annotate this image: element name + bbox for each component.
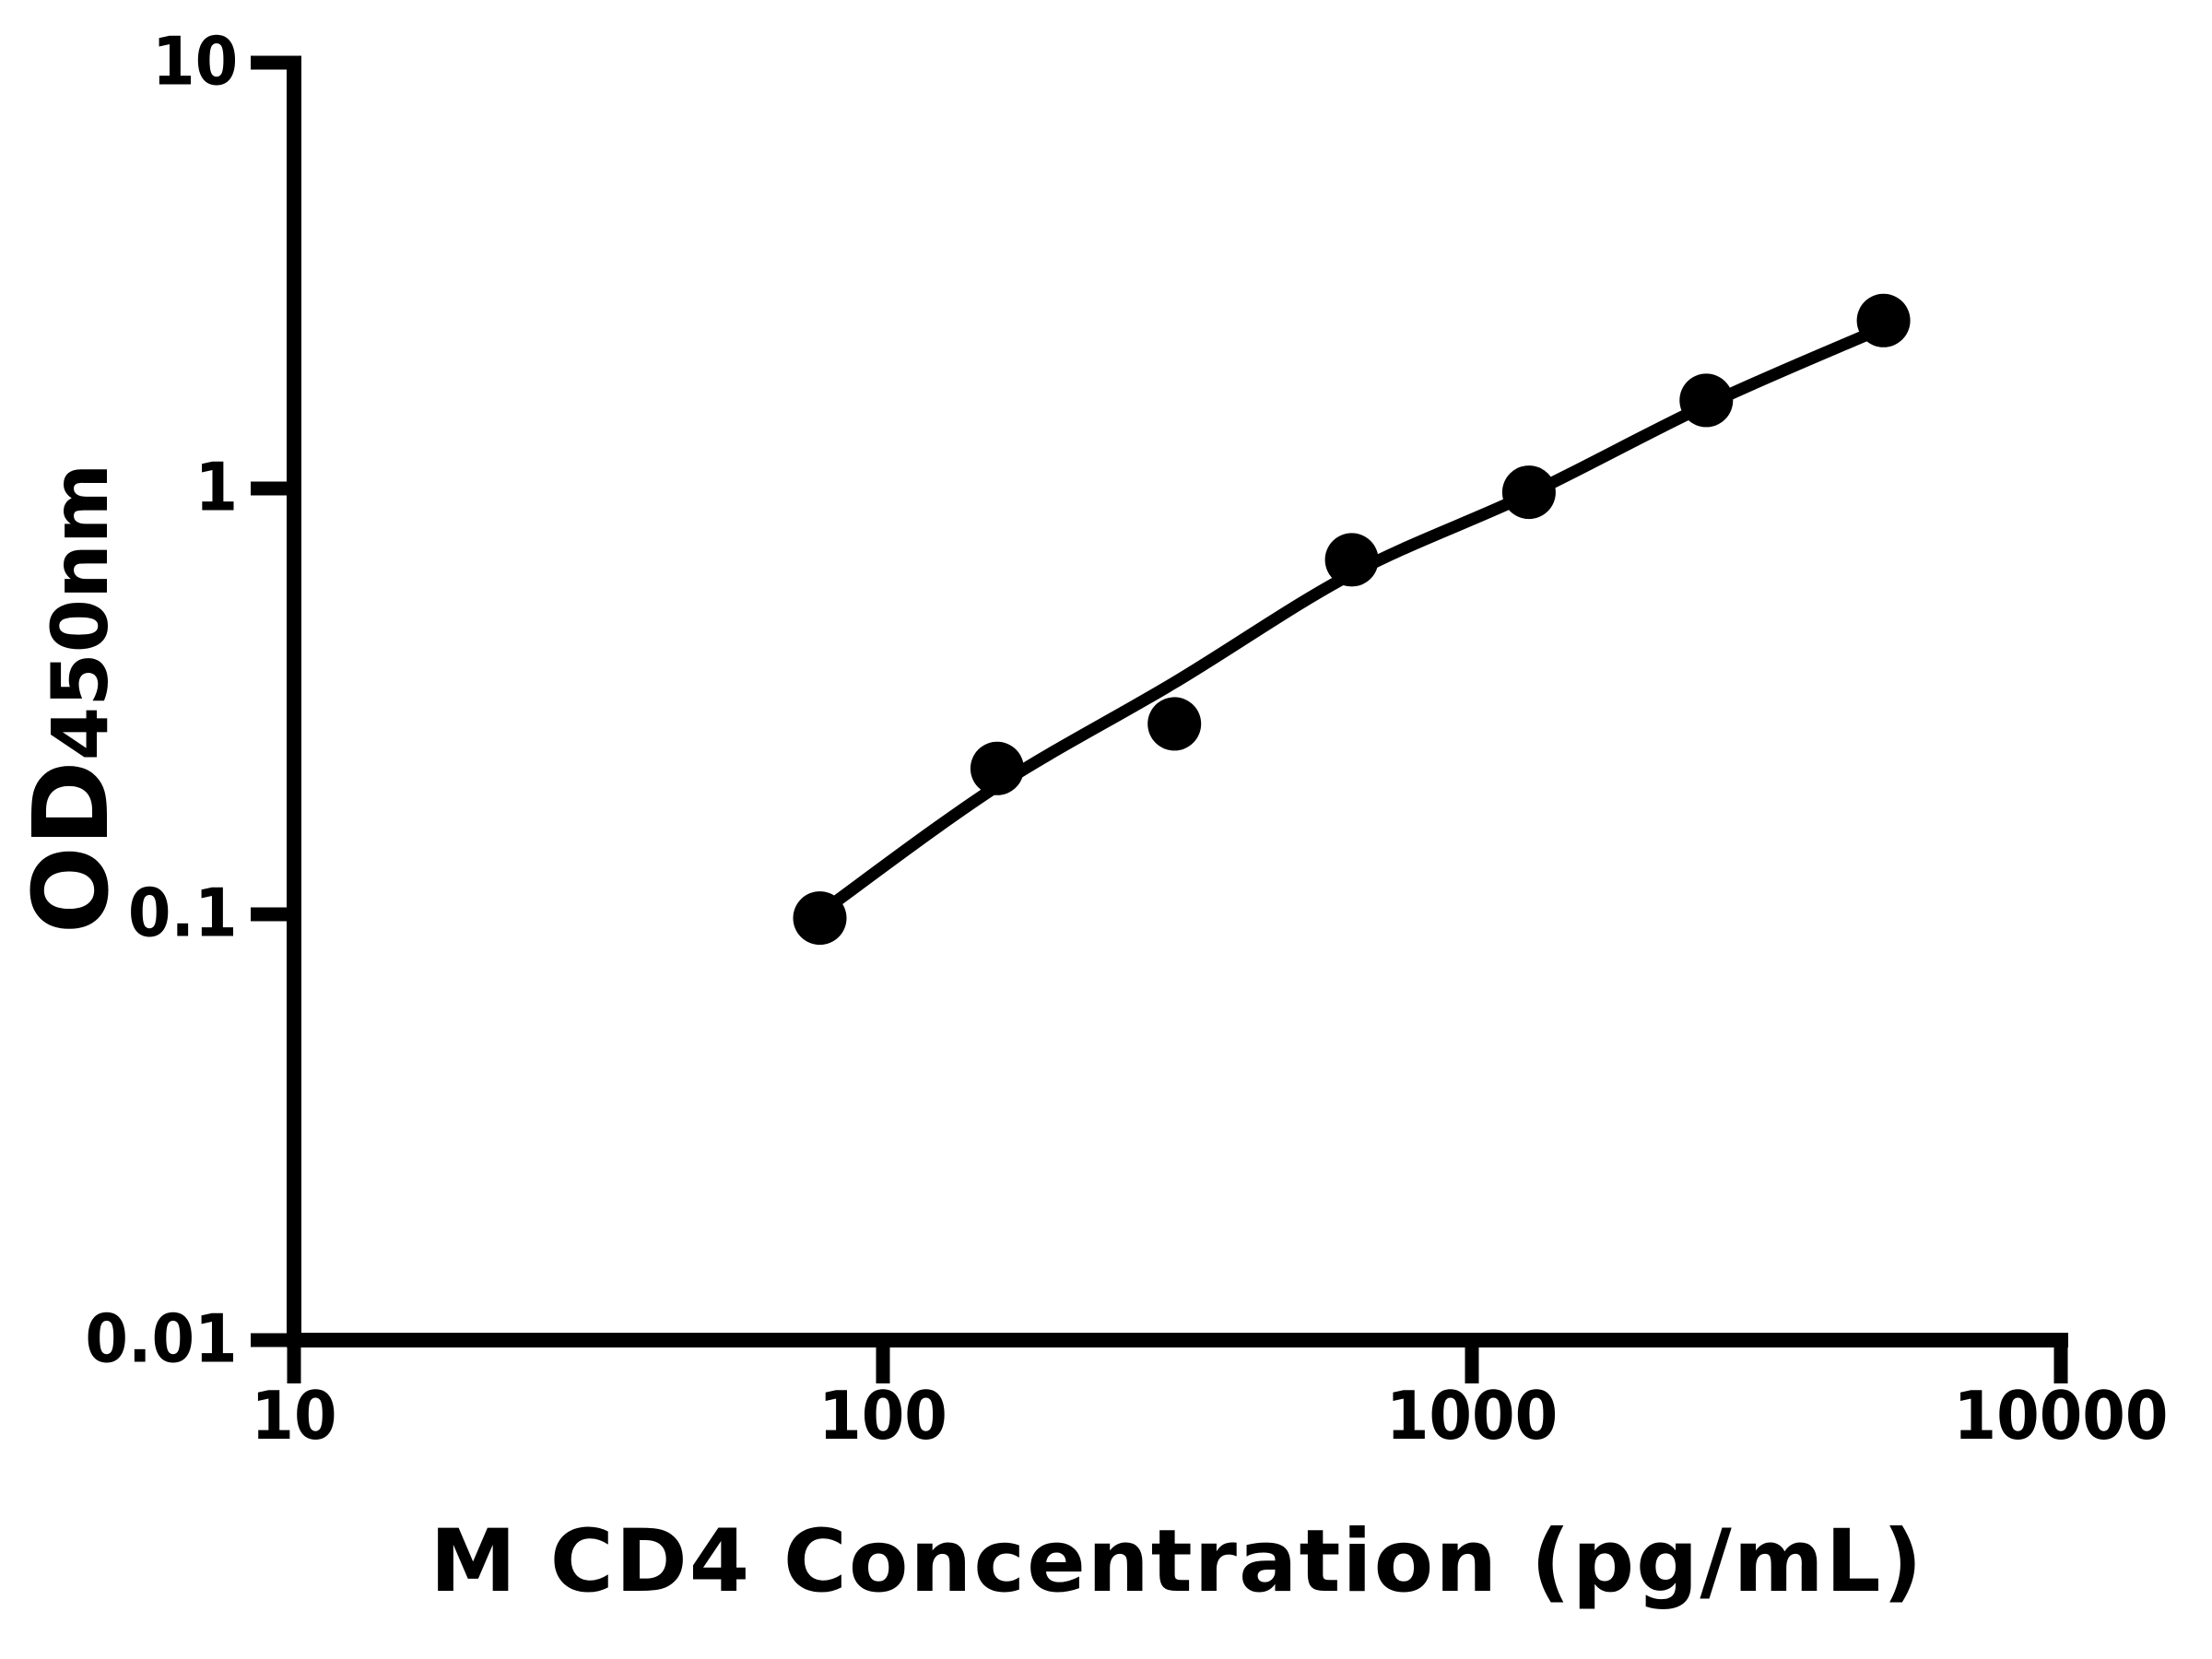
- x-tick-label: 10: [248, 1382, 340, 1449]
- x-tick-label-text: 10000: [1953, 1377, 2169, 1454]
- y-tick-label: 0.1: [0, 880, 238, 947]
- data-point-marker: [970, 741, 1024, 795]
- x-tick-label-text: 10: [251, 1377, 337, 1454]
- data-point-marker: [1501, 465, 1556, 520]
- data-point-marker: [1679, 373, 1734, 428]
- data-point-marker: [793, 891, 847, 946]
- y-tick-label-text: 0.01: [85, 1300, 238, 1378]
- y-tick-label-text: 0.1: [128, 874, 238, 952]
- data-point-marker: [1147, 697, 1202, 751]
- y-tick-label-text: 1: [194, 448, 238, 526]
- x-tick-label: 10000: [1946, 1382, 2177, 1449]
- y-axis-title-subscript: 450nm: [35, 463, 125, 761]
- y-tick-label: 10: [0, 29, 238, 95]
- y-tick-label: 0.01: [0, 1306, 238, 1372]
- x-axis-title: M CD4 Concentration (pg/mL): [429, 1512, 1924, 1612]
- x-tick-label-text: 1000: [1385, 1377, 1559, 1454]
- x-tick-label-text: 100: [818, 1377, 947, 1454]
- x-tick-label: 100: [814, 1382, 952, 1449]
- y-tick-label: 1: [0, 454, 238, 521]
- x-tick-label: 1000: [1380, 1382, 1564, 1449]
- y-tick-label-text: 10: [151, 22, 238, 100]
- data-point-marker: [1324, 533, 1379, 587]
- y-axis-title-main: OD: [12, 760, 132, 935]
- y-axis-title: OD 450nm: [12, 463, 132, 935]
- data-point-marker: [1856, 293, 1911, 347]
